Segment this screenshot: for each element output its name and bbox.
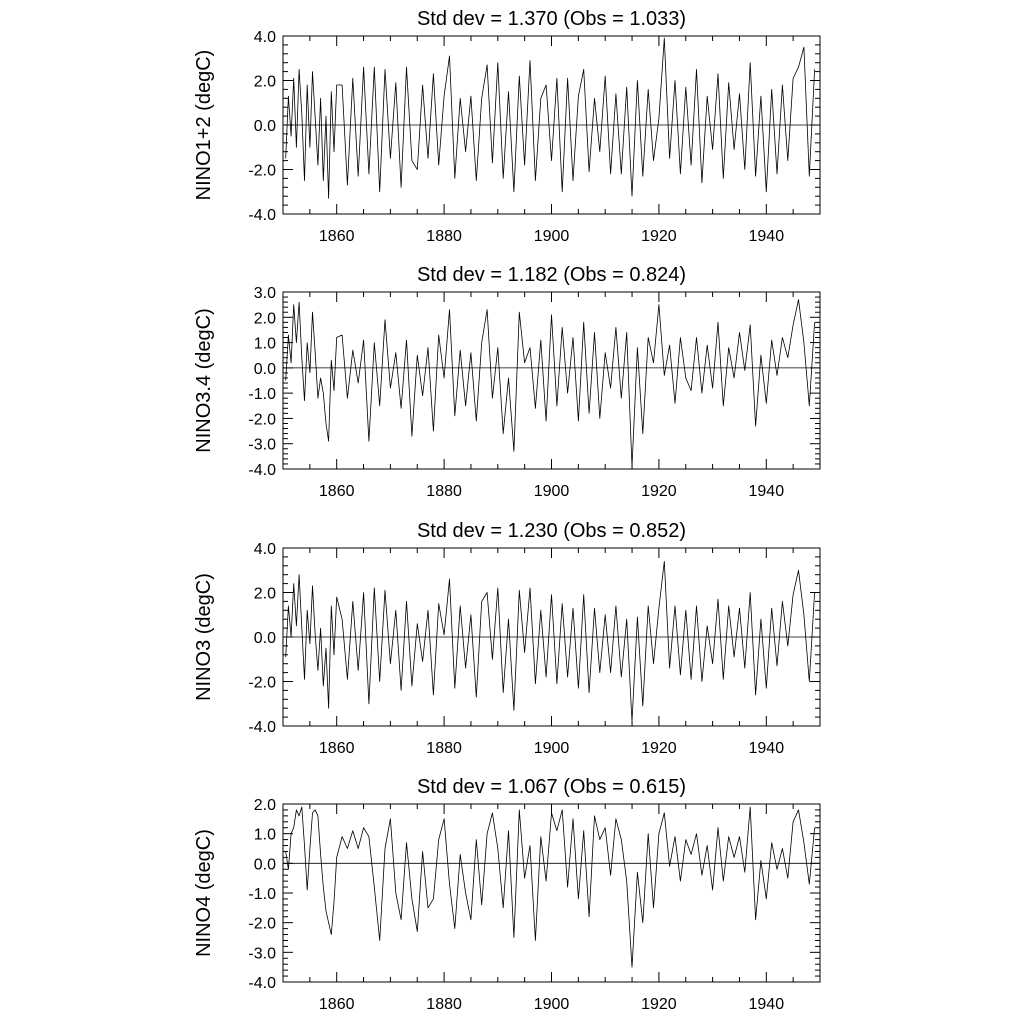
y-tick-label: 4.0	[254, 541, 276, 558]
y-tick-label: -3.0	[248, 945, 276, 962]
panel-4: Std dev = 1.067 (Obs = 0.615) NINO4 (degC…	[193, 776, 821, 1013]
y-tick-label: 0.0	[254, 118, 276, 135]
panel-1: Std dev = 1.370 (Obs = 1.033) NINO1+2 (de…	[193, 8, 821, 245]
x-tick-label: 1920	[641, 483, 677, 500]
plot-frame	[282, 803, 821, 983]
series-line-1	[285, 561, 815, 722]
series-line-1	[285, 806, 815, 968]
y-tick-label: 2.0	[254, 586, 276, 603]
y-tick-label: 2.0	[254, 310, 276, 327]
y-tick-label: 0.0	[254, 361, 276, 378]
y-tick-label: -2.0	[248, 163, 276, 180]
x-tick-label: 1920	[641, 996, 677, 1013]
y-tick-label: -4.0	[248, 975, 276, 992]
x-tick-label: 1940	[749, 228, 785, 245]
y-tick-label: -4.0	[248, 207, 276, 224]
x-tick-label: 1900	[534, 740, 570, 757]
x-tick-label: 1880	[426, 228, 462, 245]
x-tick-label: 1860	[319, 740, 355, 757]
panel-title: Std dev = 1.230 (Obs = 0.852)	[417, 520, 686, 542]
y-tick-label: -3.0	[248, 437, 276, 454]
series-line-1	[285, 299, 815, 467]
y-axis-label: NINO1+2 (degC)	[193, 50, 215, 201]
y-tick-label: 2.0	[254, 74, 276, 91]
x-tick-label: 1940	[749, 996, 785, 1013]
y-tick-label: 0.0	[254, 630, 276, 647]
y-axis-label: NINO3.4 (degC)	[193, 308, 215, 453]
panel-title: Std dev = 1.370 (Obs = 1.033)	[417, 8, 686, 30]
x-tick-label: 1860	[319, 996, 355, 1013]
x-tick-label: 1900	[534, 228, 570, 245]
x-tick-label: 1880	[426, 740, 462, 757]
x-tick-label: 1860	[319, 228, 355, 245]
series-line-1	[285, 37, 815, 199]
panel-2: Std dev = 1.182 (Obs = 0.824) NINO3.4 (de…	[193, 264, 821, 500]
y-tick-label: -1.0	[248, 886, 276, 903]
y-tick-label: 1.0	[254, 827, 276, 844]
x-tick-label: 1900	[534, 483, 570, 500]
x-tick-label: 1920	[641, 740, 677, 757]
y-tick-label: -2.0	[248, 916, 276, 933]
y-tick-label: 0.0	[254, 856, 276, 873]
y-tick-label: -1.0	[248, 386, 276, 403]
x-tick-label: 1940	[749, 740, 785, 757]
x-tick-label: 1880	[426, 996, 462, 1013]
x-tick-label: 1920	[641, 228, 677, 245]
panel-title: Std dev = 1.182 (Obs = 0.824)	[417, 264, 686, 286]
x-tick-label: 1860	[319, 483, 355, 500]
y-tick-label: -2.0	[248, 411, 276, 428]
y-tick-label: -2.0	[248, 675, 276, 692]
panel-title: Std dev = 1.067 (Obs = 0.615)	[417, 776, 686, 798]
y-axis-label: NINO4 (degC)	[193, 829, 215, 957]
y-tick-label: 2.0	[254, 797, 276, 814]
panel-3: Std dev = 1.230 (Obs = 0.852) NINO3 (degC…	[193, 520, 821, 757]
y-tick-label: -4.0	[248, 462, 276, 479]
y-tick-label: 1.0	[254, 336, 276, 353]
y-tick-label: 4.0	[254, 29, 276, 46]
y-tick-label: -4.0	[248, 719, 276, 736]
y-axis-label: NINO3 (degC)	[193, 573, 215, 701]
x-tick-label: 1900	[534, 996, 570, 1013]
y-tick-label: 3.0	[254, 285, 276, 302]
x-tick-label: 1880	[426, 483, 462, 500]
x-tick-label: 1940	[749, 483, 785, 500]
